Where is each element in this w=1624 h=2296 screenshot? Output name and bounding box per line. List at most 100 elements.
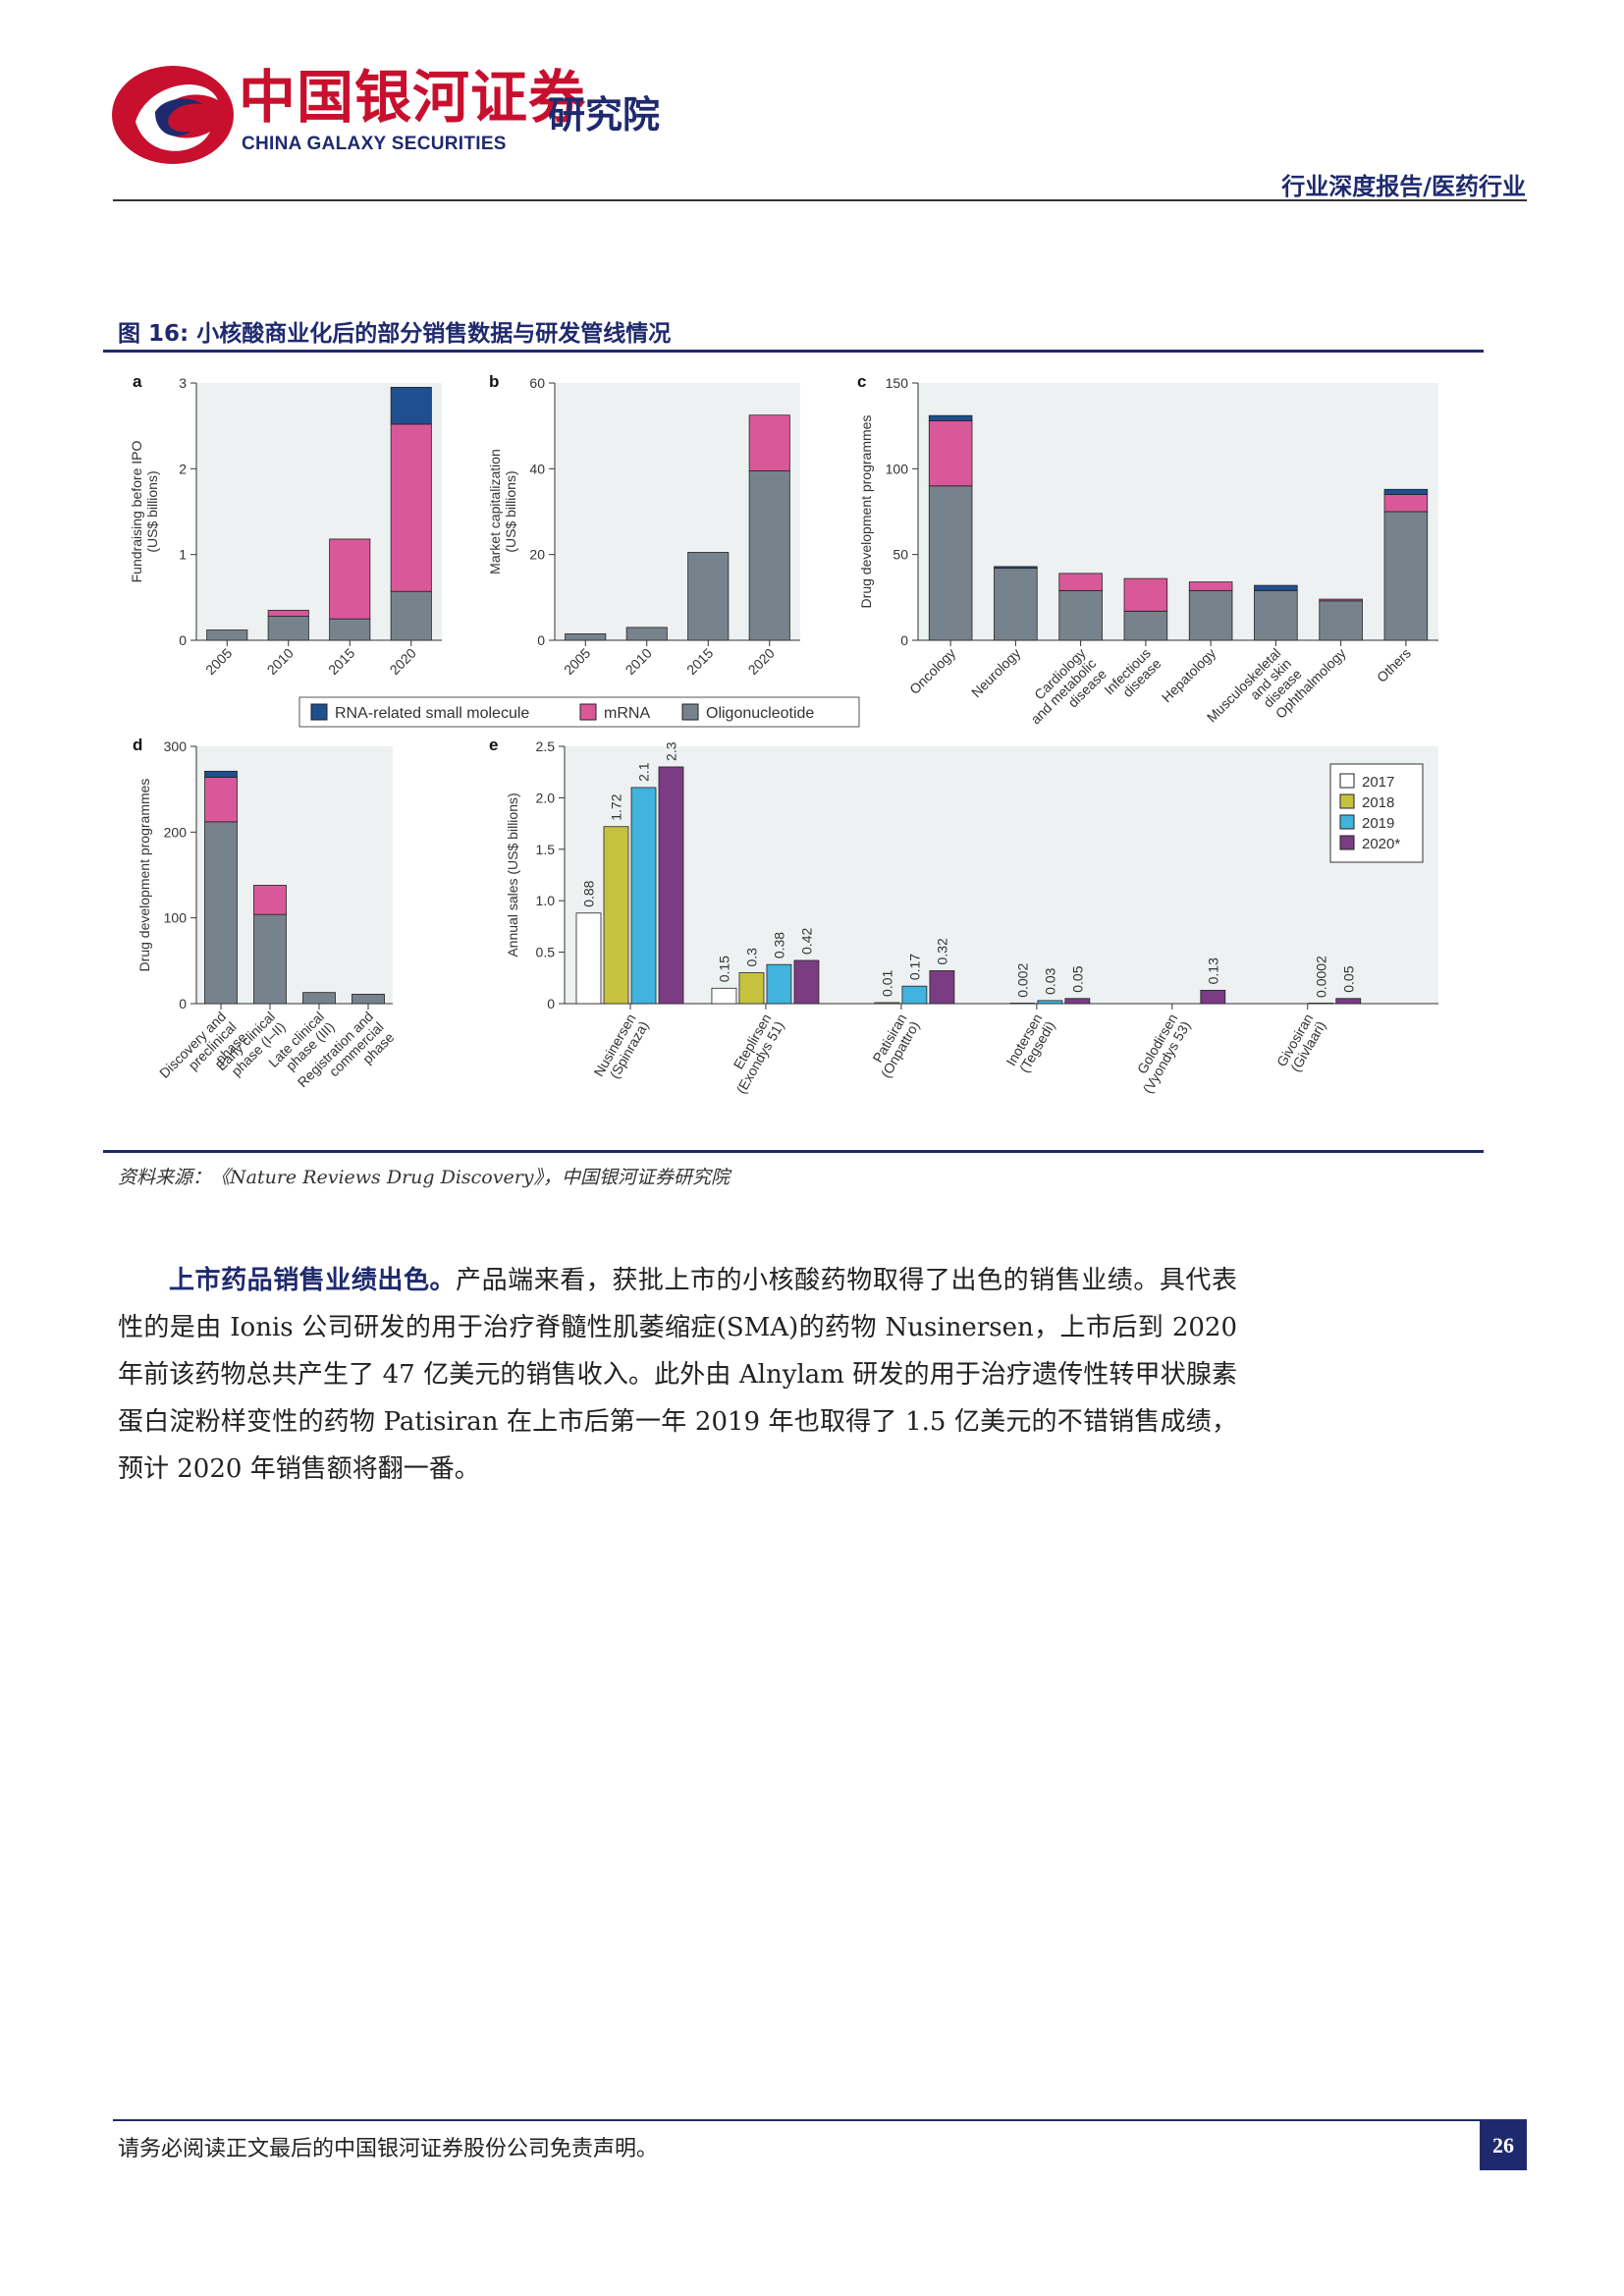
data-label-text: 0.32 <box>934 938 949 964</box>
bar-segment <box>1058 573 1103 591</box>
bar-segment <box>329 618 371 641</box>
y-tick-label: 100 <box>886 461 909 476</box>
y-tick-label: 2 <box>179 461 187 476</box>
panel-a: a 0 1 2 3 Fundraising before IPO (US$ billions… <box>129 372 442 678</box>
plot-background <box>565 746 1438 1004</box>
data-label: 0.32 <box>934 938 949 964</box>
legend-swatch <box>1339 835 1355 850</box>
y-tick-label: 60 <box>529 375 545 391</box>
bar-segment <box>1319 598 1363 602</box>
y-tick-label: 0 <box>900 632 908 648</box>
y-tick-label: 1.5 <box>536 842 556 857</box>
data-label: 2.1 <box>636 762 652 782</box>
legend-label: mRNA <box>604 705 650 722</box>
legend-label: Oligonucleotide <box>706 705 814 722</box>
bar <box>1037 1000 1063 1005</box>
bar-segment <box>352 993 385 1005</box>
data-label-text: 2.1 <box>636 762 652 782</box>
x-tick-label-line: 2020 <box>387 645 419 678</box>
data-label: 0.15 <box>716 956 731 982</box>
data-label-text: 0.13 <box>1205 957 1220 984</box>
y-tick-label: 2.5 <box>536 738 556 754</box>
x-tick-label: Nusinersen(Spinraza) <box>590 1011 651 1081</box>
bar-segment <box>253 885 287 915</box>
institute-label: 研究院 <box>548 93 661 137</box>
bar-segment <box>204 777 238 823</box>
bar <box>630 787 657 1005</box>
x-tick-label-line: 2010 <box>264 645 297 678</box>
bar-segment <box>390 590 432 641</box>
bar <box>1308 1003 1334 1005</box>
bar-segment <box>1383 488 1429 495</box>
paragraph-lead: 上市药品销售业绩出色。 <box>169 1266 457 1295</box>
data-label: 0.01 <box>879 969 894 996</box>
y-tick-label: 0.5 <box>536 945 556 960</box>
figure-top-rule <box>103 350 1484 353</box>
bar-segment <box>1188 581 1233 591</box>
y-tick-label: 0 <box>537 632 545 648</box>
y-axis-label-line: (US$ billions) <box>503 470 518 552</box>
x-tick-label: Oncology <box>906 645 958 697</box>
data-label: 0.05 <box>1340 965 1356 992</box>
brand-name-en: CHINA GALAXY SECURITIES <box>242 134 507 154</box>
x-tick-label-line: Neurology <box>968 645 1023 700</box>
data-label: 0.03 <box>1042 967 1057 994</box>
legend-box <box>298 696 860 728</box>
bar-segment <box>1058 589 1103 641</box>
data-label-text: 0.01 <box>879 969 894 996</box>
data-label: 0.17 <box>906 954 922 980</box>
bar-segment <box>625 627 668 641</box>
y-axis-label: Fundraising before IPO (US$ billions) <box>129 441 160 583</box>
y-tick-label: 3 <box>179 375 187 391</box>
galaxy-s-logo-icon <box>112 66 234 164</box>
x-tick-label: Patisiran(Onpattro) <box>869 1011 922 1081</box>
x-tick-label: Inotersen(Tegsedi) <box>1002 1011 1057 1075</box>
x-tick-label-line: Hepatology <box>1159 645 1218 705</box>
y-tick-label: 2.0 <box>536 790 556 805</box>
x-tick-label-line: 2005 <box>202 645 235 678</box>
data-label-text: 0.17 <box>906 954 922 980</box>
y-tick-label: 50 <box>893 547 908 563</box>
bar <box>1009 1003 1036 1005</box>
y-tick-label: 300 <box>164 738 188 754</box>
y-tick-label: 150 <box>886 375 909 391</box>
body-paragraph: 上市药品销售业绩出色。产品端来看，获批上市的小核酸药物取得了出色的销售业绩。具代… <box>118 1257 1237 1493</box>
bar <box>874 1002 900 1005</box>
x-tick-label: Eteplirsen(Exondys 51) <box>731 1011 787 1097</box>
data-label-text: 0.42 <box>798 928 814 955</box>
data-label: 1.72 <box>609 793 624 820</box>
footer-divider <box>113 2119 1527 2121</box>
legend-swatch <box>1339 793 1355 809</box>
footer-disclaimer: 请务必阅读正文最后的中国银河证券股份公司免责声明。 <box>118 2137 659 2161</box>
bar-segment <box>928 485 973 641</box>
x-tick-label-line: Oncology <box>906 645 958 697</box>
bar-segment <box>928 420 973 487</box>
bar-segment <box>928 414 973 421</box>
figure-bottom-rule <box>103 1150 1484 1153</box>
bar-segment <box>302 992 336 1005</box>
bar <box>603 826 629 1005</box>
y-tick-label: 0 <box>179 996 187 1011</box>
panel-b: b 0 20 40 60 Market capitalization (US$ billio… <box>487 372 800 678</box>
y-axis-label-line: Market capitalization <box>487 449 503 574</box>
y-tick-label: 1.0 <box>536 893 556 908</box>
data-label: 2.3 <box>664 741 679 761</box>
bar-segment <box>267 616 309 641</box>
x-tick-label: 2010 <box>264 645 297 678</box>
bar <box>658 766 684 1005</box>
y-tick-label: 0 <box>179 632 187 648</box>
data-label-text: 0.002 <box>1014 963 1030 998</box>
panel-letter: c <box>857 372 866 391</box>
bar-segment <box>1254 584 1298 591</box>
panel-letter: b <box>489 372 499 391</box>
y-tick-label: 200 <box>164 824 188 840</box>
legend-label: 2019 <box>1362 815 1394 832</box>
x-tick-label: 2020 <box>387 645 419 678</box>
y-axis-label: Drug development programmes <box>136 779 152 972</box>
y-tick-label: 100 <box>164 910 188 926</box>
x-tick-label-line: 2015 <box>683 645 716 678</box>
y-axis-label-line: Fundraising before IPO <box>129 441 144 583</box>
